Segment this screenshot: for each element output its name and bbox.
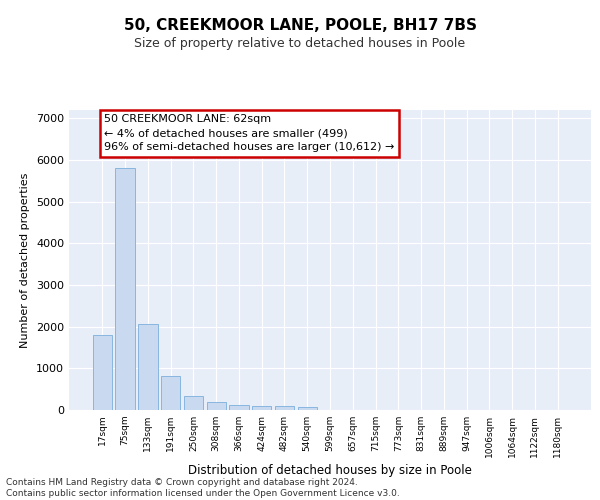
Text: Contains HM Land Registry data © Crown copyright and database right 2024.
Contai: Contains HM Land Registry data © Crown c… (6, 478, 400, 498)
Text: 50, CREEKMOOR LANE, POOLE, BH17 7BS: 50, CREEKMOOR LANE, POOLE, BH17 7BS (124, 18, 476, 32)
Text: 50 CREEKMOOR LANE: 62sqm
← 4% of detached houses are smaller (499)
96% of semi-d: 50 CREEKMOOR LANE: 62sqm ← 4% of detache… (104, 114, 395, 152)
Bar (161, 376, 181, 410)
Bar (275, 406, 294, 410)
Bar (184, 396, 203, 410)
Bar (115, 168, 135, 410)
Bar (138, 324, 158, 410)
X-axis label: Distribution of detached houses by size in Poole: Distribution of detached houses by size … (188, 464, 472, 477)
Bar (298, 407, 317, 410)
Text: Size of property relative to detached houses in Poole: Size of property relative to detached ho… (134, 38, 466, 51)
Bar (229, 405, 248, 410)
Bar (252, 406, 271, 410)
Bar (206, 402, 226, 410)
Y-axis label: Number of detached properties: Number of detached properties (20, 172, 31, 348)
Bar (93, 336, 112, 410)
